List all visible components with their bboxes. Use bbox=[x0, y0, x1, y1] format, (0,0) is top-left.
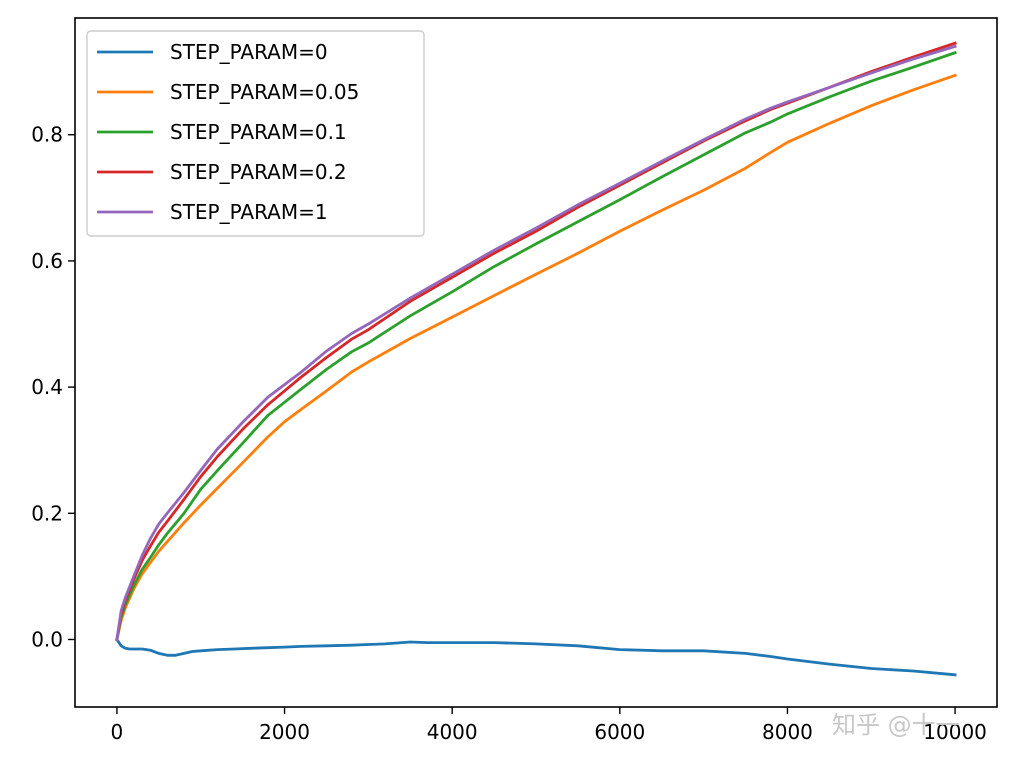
y-tick-label: 0.0 bbox=[31, 627, 63, 651]
x-tick-label: 0 bbox=[111, 720, 124, 744]
x-tick-label: 8000 bbox=[762, 720, 813, 744]
series-line-2 bbox=[115, 50, 957, 642]
y-tick-label: 0.2 bbox=[31, 501, 63, 525]
watermark-text: 知乎 @十一 bbox=[832, 711, 960, 739]
legend-label-2: STEP_PARAM=0.1 bbox=[170, 120, 347, 144]
y-tick-label: 0.4 bbox=[31, 375, 63, 399]
x-tick-label: 4000 bbox=[427, 720, 478, 744]
plot-lines bbox=[114, 41, 957, 677]
legend-box bbox=[86, 30, 425, 237]
legend: STEP_PARAM=0 STEP_PARAM=0.05 STEP_PARAM=0.… bbox=[86, 30, 425, 237]
x-axis: 0 2000 4000 6000 8000 10000 bbox=[111, 707, 987, 744]
series-line-1 bbox=[115, 73, 957, 642]
x-tick-label: 10000 bbox=[923, 720, 987, 744]
legend-label-1: STEP_PARAM=0.05 bbox=[170, 80, 359, 104]
y-tick-label: 0.6 bbox=[31, 249, 63, 273]
legend-label-4: STEP_PARAM=1 bbox=[170, 200, 328, 224]
y-tick-label: 0.8 bbox=[31, 123, 63, 147]
legend-label-3: STEP_PARAM=0.2 bbox=[170, 160, 347, 184]
legend-label-0: STEP_PARAM=0 bbox=[170, 40, 328, 64]
axes-frame bbox=[74, 17, 998, 708]
y-axis: 0.0 0.2 0.4 0.6 0.8 bbox=[31, 123, 75, 651]
series-line-0 bbox=[114, 637, 957, 677]
x-tick-label: 2000 bbox=[259, 720, 310, 744]
x-tick-label: 6000 bbox=[594, 720, 645, 744]
series-line-4 bbox=[115, 44, 957, 642]
